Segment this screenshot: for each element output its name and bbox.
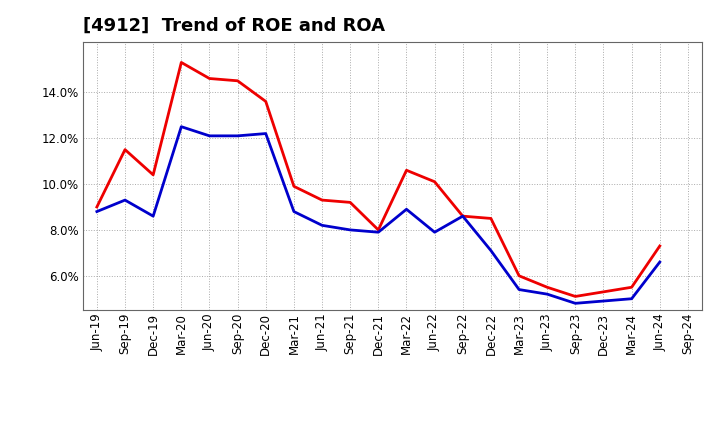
- ROE: [149, 172, 158, 177]
- ROA: [459, 213, 467, 219]
- ROA: [571, 301, 580, 306]
- ROA: [289, 209, 298, 214]
- ROA: [93, 209, 102, 214]
- Line: ROA: ROA: [97, 127, 660, 303]
- ROA: [374, 230, 382, 235]
- ROE: [346, 200, 354, 205]
- ROE: [289, 183, 298, 189]
- Line: ROE: ROE: [97, 62, 660, 297]
- ROA: [233, 133, 242, 139]
- ROA: [318, 223, 326, 228]
- ROE: [205, 76, 214, 81]
- ROE: [93, 204, 102, 209]
- ROE: [318, 198, 326, 203]
- ROE: [177, 60, 186, 65]
- ROE: [487, 216, 495, 221]
- ROE: [261, 99, 270, 104]
- ROE: [599, 289, 608, 294]
- ROA: [261, 131, 270, 136]
- ROA: [543, 292, 552, 297]
- ROE: [233, 78, 242, 84]
- ROE: [431, 179, 439, 184]
- ROE: [627, 285, 636, 290]
- ROA: [402, 207, 411, 212]
- ROA: [431, 230, 439, 235]
- ROE: [459, 213, 467, 219]
- ROA: [346, 227, 354, 233]
- ROA: [599, 298, 608, 304]
- ROE: [402, 168, 411, 173]
- ROA: [515, 287, 523, 292]
- ROE: [655, 243, 664, 249]
- ROA: [627, 296, 636, 301]
- ROA: [177, 124, 186, 129]
- ROA: [487, 248, 495, 253]
- ROA: [205, 133, 214, 139]
- ROE: [515, 273, 523, 279]
- Text: [4912]  Trend of ROE and ROA: [4912] Trend of ROE and ROA: [83, 17, 384, 35]
- ROE: [374, 227, 382, 233]
- ROA: [121, 198, 130, 203]
- ROE: [543, 285, 552, 290]
- ROE: [571, 294, 580, 299]
- ROE: [121, 147, 130, 152]
- ROA: [149, 213, 158, 219]
- ROA: [655, 260, 664, 265]
